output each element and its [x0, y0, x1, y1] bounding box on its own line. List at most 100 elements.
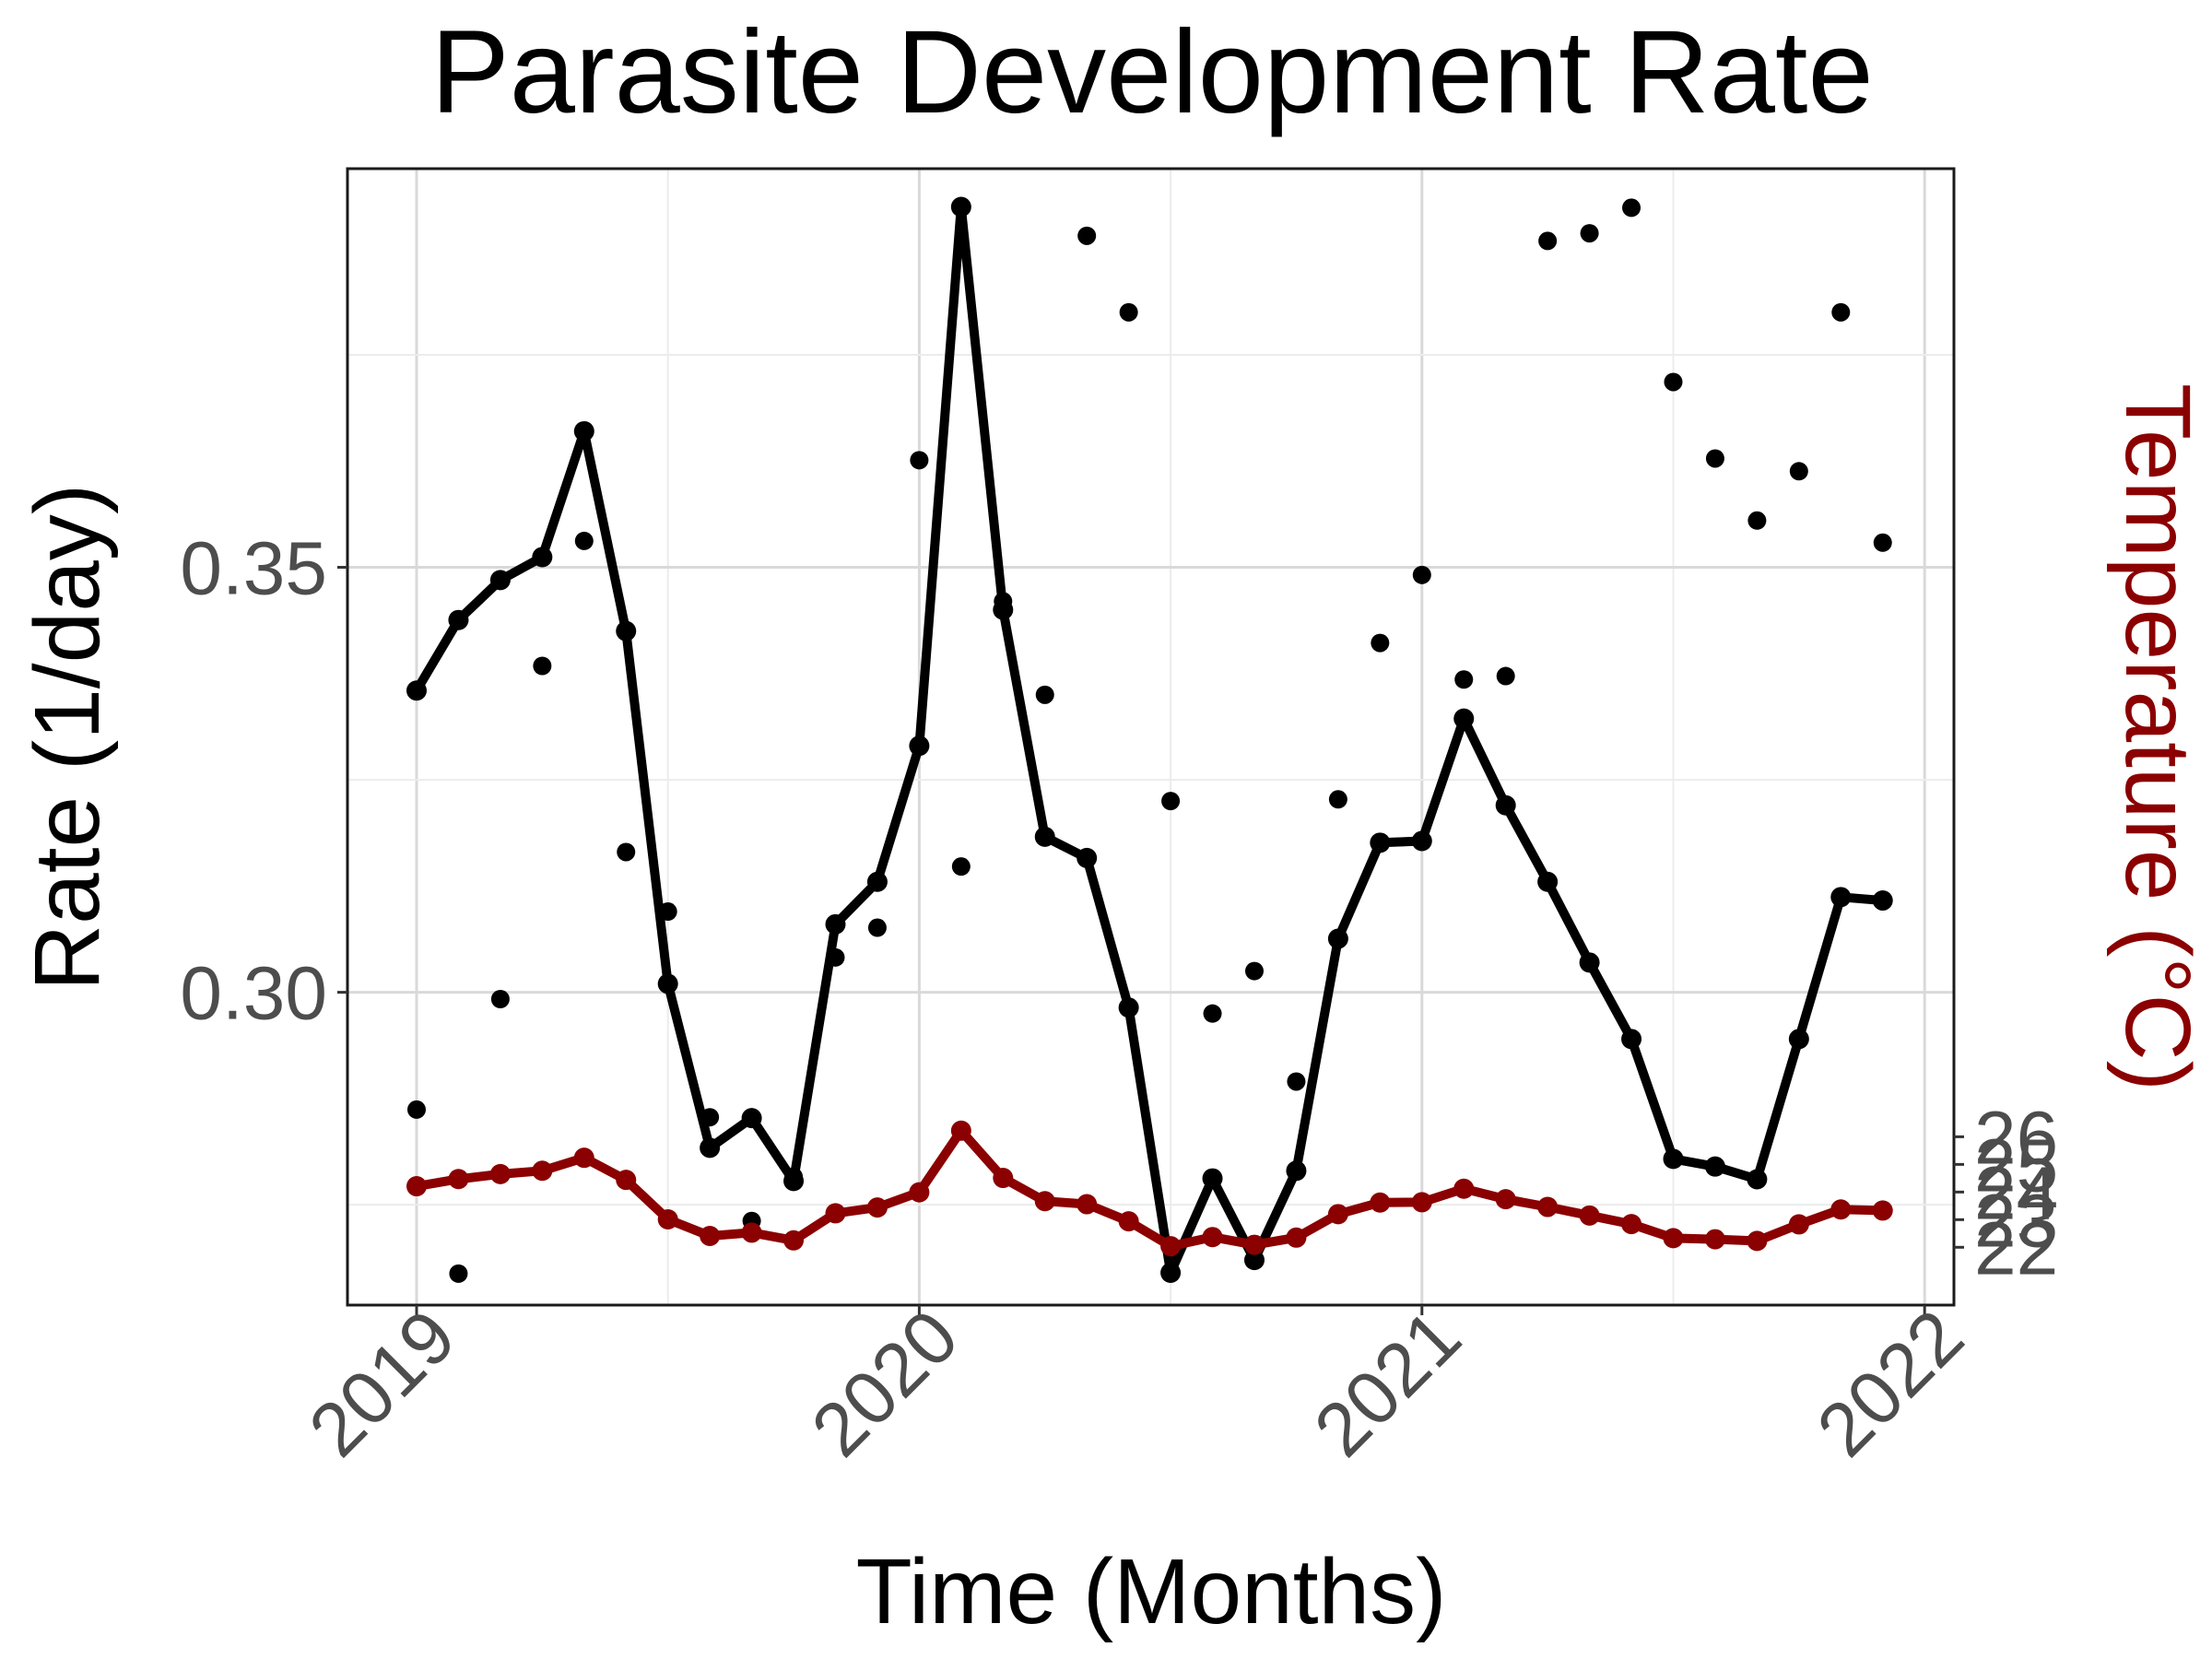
rate-point [1537, 871, 1559, 892]
rate-point [1118, 997, 1139, 1018]
observed-point [1077, 226, 1097, 245]
temperature-point [1747, 1230, 1768, 1252]
observed-point [1580, 224, 1599, 243]
observed-point [1538, 231, 1558, 251]
temperature-point [825, 1203, 846, 1224]
x-axis-title: Time (Months) [856, 1540, 1447, 1643]
observed-point [1705, 449, 1724, 468]
temperature-point [616, 1170, 637, 1191]
rate-point [1830, 887, 1852, 908]
rate-point [825, 913, 846, 935]
rate-line [412, 202, 1888, 1277]
y2-tick-label: 26 [1974, 1096, 2058, 1180]
temperature-point [1160, 1236, 1182, 1257]
rate-point [1034, 826, 1055, 847]
temperature-point [1830, 1199, 1852, 1220]
temperature-point [1537, 1196, 1559, 1218]
observed-point [1454, 670, 1474, 689]
temperature-point [448, 1169, 469, 1190]
rate-point [1286, 1160, 1307, 1182]
temperature-point [1663, 1228, 1684, 1249]
rate-point [1663, 1148, 1684, 1170]
observed-point [1244, 961, 1264, 981]
rate-point [1704, 1156, 1725, 1177]
rate-point [909, 735, 930, 757]
rate-point [573, 420, 594, 441]
temperature-point [532, 1160, 553, 1182]
observed-point [1371, 633, 1390, 653]
temperature-point [657, 1209, 678, 1230]
observed-point [533, 656, 552, 676]
observed-point [490, 990, 510, 1009]
temperature-point [1327, 1204, 1348, 1225]
rate-point [1160, 1262, 1182, 1283]
rate-point [993, 599, 1014, 620]
rate-point [866, 871, 888, 892]
observed-point [1496, 666, 1515, 686]
temperature-point [1872, 1200, 1893, 1221]
observed-point [1412, 565, 1431, 584]
temperature-point [406, 1176, 427, 1197]
observed-point [1328, 790, 1347, 809]
observed-point [1035, 685, 1054, 704]
temperature-point [573, 1147, 594, 1169]
observed-point [1789, 462, 1808, 481]
rate-point [1495, 794, 1516, 816]
rate-point [448, 609, 469, 630]
series-layer [406, 196, 1893, 1283]
y2-axis-title: Temperature (°C) [2106, 383, 2209, 1091]
y2-tick-label: 24 [1974, 1151, 2058, 1235]
observed-point [1161, 792, 1181, 811]
observed-point [867, 918, 887, 937]
y2-tick-label: 23 [1974, 1179, 2058, 1263]
observed-point [449, 1264, 468, 1283]
temperature-point [1621, 1214, 1642, 1235]
temperature-point [1077, 1194, 1098, 1215]
temperature-point [1034, 1191, 1055, 1212]
rate-point [1453, 708, 1475, 729]
rate-point [1747, 1169, 1768, 1190]
temperature-point [1579, 1205, 1600, 1226]
observed-point [1873, 533, 1892, 552]
rate-point [1327, 928, 1348, 949]
y-tick-label: 0.30 [180, 952, 327, 1036]
plot-panel [346, 167, 1956, 1307]
observed-point [1622, 198, 1641, 218]
temperature-point [1370, 1192, 1391, 1213]
rate-point [1077, 847, 1098, 868]
rate-point [1243, 1250, 1265, 1271]
temperature-point [1453, 1178, 1475, 1199]
temperature-point [1788, 1214, 1809, 1235]
y2-tick-label: 22 [1974, 1206, 2058, 1290]
rate-point [1370, 832, 1391, 853]
temperature-point [993, 1168, 1014, 1189]
temperature-point [1286, 1227, 1307, 1248]
rate-point [700, 1137, 721, 1159]
temperature-point [700, 1226, 721, 1247]
rate-point [1621, 1029, 1642, 1050]
observed-point [951, 857, 971, 877]
observed-point [1119, 302, 1138, 322]
temperature-point [489, 1163, 511, 1184]
observed-point [617, 842, 636, 862]
temperature-point [950, 1120, 971, 1141]
temperature-point [1704, 1229, 1725, 1250]
observed-point [1287, 1072, 1306, 1091]
observed-point [1747, 511, 1767, 530]
observed-point [1664, 372, 1683, 392]
y-axis-title: Rate (1/day) [16, 484, 119, 991]
rate-point [741, 1108, 762, 1129]
temperature-point [783, 1230, 805, 1251]
temperature-point [1411, 1192, 1432, 1213]
rate-point [616, 620, 637, 641]
y-tick-label: 0.35 [180, 527, 327, 611]
y2-tick-label: 25 [1974, 1124, 2058, 1207]
observed-point [1831, 302, 1851, 322]
temperature-point [1495, 1189, 1516, 1210]
rate-point [1202, 1168, 1223, 1189]
observed-point [910, 451, 929, 470]
observed-point [574, 531, 594, 550]
temperature-point [866, 1197, 888, 1218]
rate-point [1872, 890, 1893, 912]
